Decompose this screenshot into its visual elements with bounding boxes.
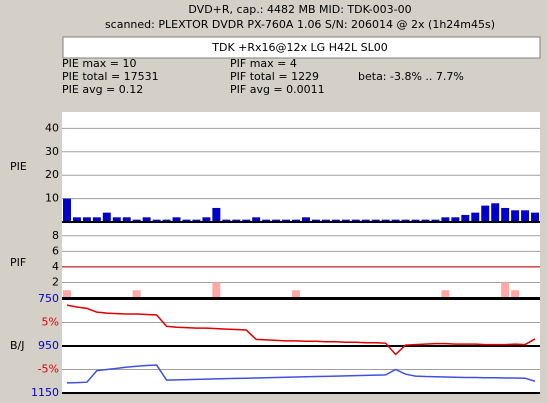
bar	[371, 219, 380, 222]
bar	[62, 290, 71, 298]
bar	[172, 217, 181, 222]
bar	[501, 207, 510, 222]
bar	[152, 219, 161, 222]
bar	[182, 219, 191, 222]
bar	[511, 210, 520, 222]
y-tick-label: 4	[52, 260, 59, 273]
bar	[222, 219, 231, 222]
bar	[421, 219, 430, 222]
bar	[351, 219, 360, 222]
bar	[461, 214, 470, 222]
bar	[212, 282, 221, 298]
header-line: DVD+R, cap.: 4482 MB MID: TDK-003-00	[188, 3, 411, 16]
panel-label: PIF	[10, 256, 26, 269]
series-line	[66, 364, 536, 384]
beta-stat: beta: -3.8% .. 7.7%	[358, 70, 464, 83]
y2-tick-label: 950	[38, 339, 59, 352]
bar	[62, 198, 71, 222]
bar	[511, 290, 520, 298]
bar	[292, 290, 301, 298]
stat: PIE max = 10	[62, 57, 137, 70]
bar	[301, 217, 310, 222]
bar	[102, 212, 111, 222]
panel-label: B/J	[10, 339, 25, 352]
bar	[471, 212, 480, 222]
bar	[72, 217, 81, 222]
plot-area	[62, 112, 540, 394]
bar	[232, 219, 241, 222]
y-tick-label: 2	[52, 275, 59, 288]
y2-tick-label: 1150	[31, 386, 59, 399]
bar	[361, 219, 370, 222]
bar	[252, 217, 261, 222]
bar	[401, 219, 410, 222]
bar	[212, 207, 221, 222]
panel-label: PIE	[10, 160, 27, 173]
bar	[262, 219, 271, 222]
y-tick-label: 5%	[42, 316, 59, 329]
bar	[92, 217, 101, 222]
bar	[441, 217, 450, 222]
bar	[411, 219, 420, 222]
bar	[521, 210, 530, 222]
bar	[272, 219, 281, 222]
bar	[321, 219, 330, 222]
stat: PIE avg = 0.12	[62, 83, 143, 96]
bar	[331, 219, 340, 222]
bar	[132, 290, 141, 298]
bar	[391, 219, 400, 222]
bar	[142, 217, 151, 222]
bar	[132, 219, 141, 222]
y-tick-label: 6	[52, 244, 59, 257]
disc-box	[62, 36, 541, 59]
bar	[282, 219, 291, 222]
header-line: scanned: PLEXTOR DVDR PX-760A 1.06 S/N: …	[105, 18, 495, 31]
bar	[122, 217, 131, 222]
y-tick-label: 20	[45, 168, 59, 181]
y-tick-label: -5%	[38, 363, 59, 376]
y-tick-label: 40	[45, 121, 59, 134]
bar	[531, 212, 540, 222]
bar	[311, 219, 320, 222]
disc-label: TDK +Rx16@12x LG H42L SL00	[211, 41, 387, 54]
bar	[292, 219, 301, 222]
bar	[341, 219, 350, 222]
stat: PIF max = 4	[230, 57, 297, 70]
bar	[451, 217, 460, 222]
y-tick-label: 10	[45, 192, 59, 205]
bar	[242, 219, 251, 222]
bar	[481, 205, 490, 222]
bar	[202, 217, 211, 222]
bar	[82, 217, 91, 222]
bar	[112, 217, 121, 222]
y2-tick-label: 750	[38, 292, 59, 305]
bar	[431, 219, 440, 222]
bar	[192, 219, 201, 222]
stat: PIF total = 1229	[230, 70, 319, 83]
bar	[491, 203, 500, 222]
y-tick-label: 8	[52, 229, 59, 242]
series-line	[66, 304, 536, 356]
y-tick-label: 30	[45, 145, 59, 158]
bar	[381, 219, 390, 222]
bar	[501, 282, 510, 298]
stat: PIF avg = 0.0011	[230, 83, 325, 96]
bar	[441, 290, 450, 298]
stat: PIE total = 17531	[62, 70, 159, 83]
bar	[162, 219, 171, 222]
